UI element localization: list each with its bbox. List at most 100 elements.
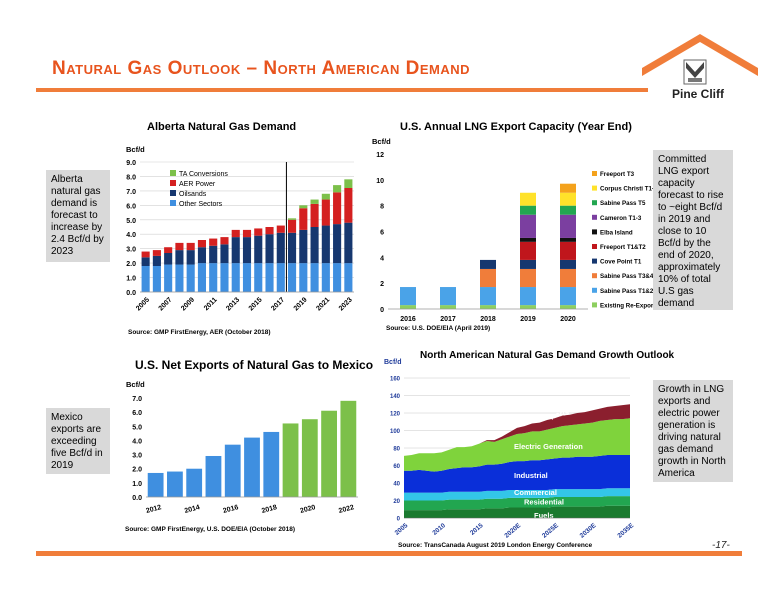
bar-segment [560,305,576,309]
bar-segment [276,263,285,292]
y-tick-label: 5.0 [126,218,136,225]
bar-segment [242,229,252,238]
lng-capacity-chart: 0 2 4 6 8 10 12 Bcf/d 2016 2017 2018 2019 2020 Freepo… [372,137,656,323]
legend-swatch [170,170,176,176]
bar-segment [520,259,536,269]
bar-segment [186,242,195,251]
bar [167,471,183,497]
bar-segment [520,192,536,206]
area-series [404,488,630,501]
bar-segment [400,287,416,306]
bar-segment [520,241,536,260]
x-tick-label: 2018 [261,504,278,515]
y-axis-label: Bcf/d [372,137,391,146]
bar-segment [287,219,297,233]
bar-segment [231,263,240,292]
x-tick-label: 2016 [400,316,416,323]
area-series [404,505,630,518]
legend-swatch [592,214,597,220]
bar-segment [254,228,263,236]
bar [224,444,241,497]
y-tick-label: 12 [376,152,384,159]
bar-segment [209,238,218,246]
pine-cliff-logo: Pine Cliff [642,34,758,101]
legend-label: Freeport T1&T2 [600,244,646,251]
bar-segment [560,237,576,242]
bar-segment [231,237,240,264]
na-demand-chart: 0 20 40 60 80 100 120 140 160 Bcf/d Fuels Residenti… [384,359,636,540]
bar-segment [560,268,576,288]
legend-label: Cove Point T1 [600,259,642,266]
bar-segment [560,205,576,215]
legend-swatch [170,180,176,186]
y-axis-label: Bcf/d [126,380,145,389]
y-tick-label: 3.0 [126,247,136,254]
x-tick-label: 2010 [431,522,447,537]
bar-segment [310,199,319,204]
bar-segment [333,192,342,225]
bar-segment [440,305,456,309]
bar-segment [175,264,184,292]
y-tick-label: 0 [397,517,401,523]
x-tick-label: 2016 [222,504,239,515]
x-tick-label: 2018 [480,316,496,323]
bar-segment [287,263,297,292]
logo-text: Pine Cliff [672,87,725,101]
area-series [404,404,630,456]
bar-segment [520,268,536,288]
bar-segment [231,229,240,238]
alberta-callout: Alberta natural gas demand is forecast t… [46,170,110,262]
mexico-source: Source: GMP FirstEnergy, U.S. DOE/EIA (O… [125,526,296,533]
y-tick-label: 20 [393,499,400,505]
y-tick-label: 0.0 [132,495,142,502]
x-tick-label: 2007 [158,296,174,312]
page-number: -17- [712,540,730,551]
y-tick-label: 1.0 [126,276,136,283]
x-tick-label: 2023 [338,296,354,312]
alberta-demand-chart: 0.0 1.0 2.0 3.0 4.0 5.0 6.0 7.0 8.0 9.0 Bcf/d 2005 2… [126,145,354,312]
bar-segment [141,266,150,292]
bar-segment [344,222,353,264]
x-tick-label: 2020E [503,522,522,540]
bar-segment [175,250,184,265]
mexico-exports-chart: 0.0 1.0 2.0 3.0 4.0 5.0 6.0 7.0 Bcf/d 2012 2014 201… [126,380,358,515]
growth-callout: Growth in LNG exports and electric power… [653,380,733,482]
bar-segment [254,263,263,292]
legend-swatch [170,190,176,196]
y-tick-label: 6 [380,230,384,237]
bar-segment [520,214,536,238]
x-tick-label: 2015 [469,522,485,537]
page-title: Natural Gas Outlook – North American Dem… [52,58,471,79]
legend-label: Cameron T1-3 [600,215,642,222]
y-tick-label: 0 [380,307,384,314]
legend-swatch [592,258,597,264]
bar-segment [560,183,576,193]
legend-swatch [592,200,597,206]
bar-segment [520,205,536,215]
legend-label: Elba Island [600,229,633,236]
bar-segment [152,266,161,292]
bar [244,437,260,497]
bar-segment [287,218,297,220]
legend-label: Oilsands [179,191,207,198]
bar-segment [152,255,161,266]
bar [340,400,357,497]
legend-label: Other Sectors [179,201,223,208]
y-tick-label: 5.0 [132,424,142,431]
bar-segment [209,245,218,264]
bar-segment [164,264,173,292]
x-tick-label: 2005 [135,296,151,312]
y-tick-label: 6.0 [132,410,142,417]
y-tick-label: 7.0 [132,396,142,403]
y-tick-label: 160 [390,377,401,383]
na-chart-title: North American Natural Gas Demand Growth… [420,350,675,361]
bar-segment [440,287,456,306]
bar-segment [520,287,536,306]
bar-segment [197,240,207,248]
bar-segment [299,205,308,209]
y-tick-label: 3.0 [132,453,142,460]
bar [263,431,280,497]
alberta-source: Source: GMP FirstEnergy, AER (October 20… [128,329,271,336]
area-series [404,455,630,493]
bar-segment [299,208,308,230]
